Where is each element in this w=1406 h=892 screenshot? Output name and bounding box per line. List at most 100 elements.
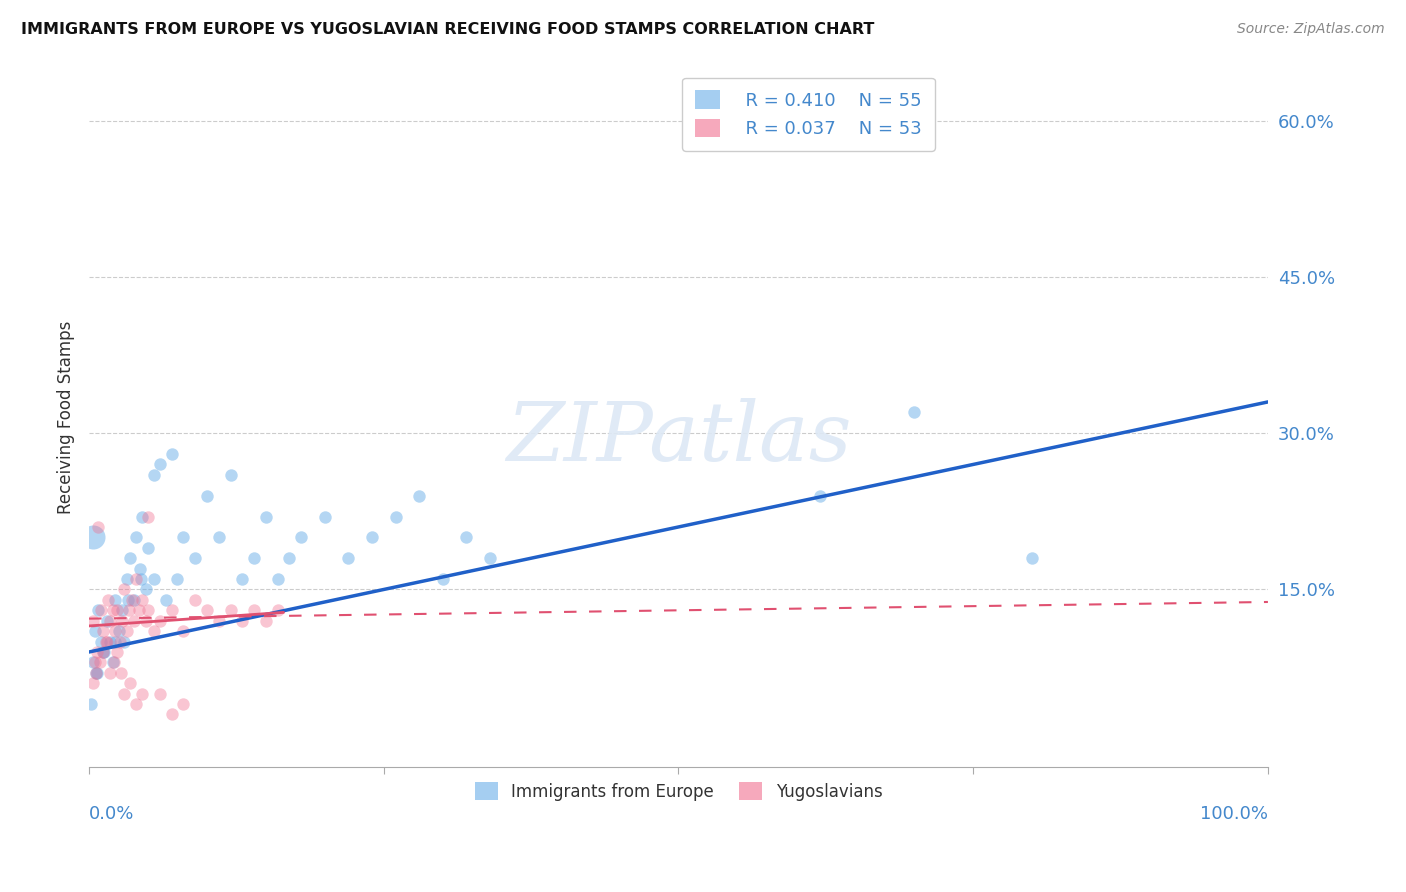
Point: [195, 603, 218, 617]
Point: [266, 572, 288, 586]
Point: [82, 676, 104, 690]
Point: [125, 530, 148, 544]
Point: [94, 634, 117, 648]
Point: [90, 603, 112, 617]
Point: [243, 551, 266, 566]
Point: [314, 509, 336, 524]
Point: [80, 697, 103, 711]
Point: [337, 551, 360, 566]
Point: [243, 603, 266, 617]
Point: [82, 656, 104, 670]
Point: [122, 614, 145, 628]
Point: [93, 645, 115, 659]
Point: [166, 572, 188, 586]
Point: [142, 572, 165, 586]
Point: [290, 530, 312, 544]
Text: 100.0%: 100.0%: [1199, 805, 1268, 823]
Point: [131, 509, 153, 524]
Point: [84, 665, 107, 680]
Point: [135, 614, 157, 628]
Point: [135, 582, 157, 597]
Point: [903, 405, 925, 419]
Point: [105, 603, 128, 617]
Point: [117, 593, 139, 607]
Point: [104, 624, 127, 639]
Point: [91, 645, 114, 659]
Point: [107, 624, 129, 639]
Point: [114, 582, 136, 597]
Point: [136, 541, 159, 555]
Point: [254, 614, 277, 628]
Point: [82, 614, 104, 628]
Point: [160, 603, 183, 617]
Y-axis label: Receiving Food Stamps: Receiving Food Stamps: [58, 321, 75, 515]
Point: [101, 656, 124, 670]
Point: [231, 614, 253, 628]
Point: [87, 603, 110, 617]
Point: [120, 551, 142, 566]
Point: [87, 520, 110, 534]
Point: [149, 458, 172, 472]
Point: [122, 593, 145, 607]
Point: [125, 697, 148, 711]
Point: [160, 707, 183, 722]
Point: [82, 530, 104, 544]
Point: [128, 603, 150, 617]
Point: [108, 634, 131, 648]
Point: [142, 624, 165, 639]
Point: [208, 614, 231, 628]
Point: [98, 614, 121, 628]
Point: [121, 593, 143, 607]
Point: [84, 665, 107, 680]
Point: [149, 687, 172, 701]
Point: [129, 572, 152, 586]
Text: ZIPatlas: ZIPatlas: [506, 399, 851, 478]
Point: [90, 634, 112, 648]
Legend: Immigrants from Europe, Yugoslavians: Immigrants from Europe, Yugoslavians: [464, 772, 893, 811]
Point: [456, 530, 478, 544]
Point: [128, 561, 150, 575]
Point: [184, 593, 207, 607]
Point: [120, 676, 142, 690]
Point: [111, 614, 134, 628]
Point: [86, 645, 108, 659]
Point: [155, 593, 177, 607]
Point: [98, 665, 121, 680]
Point: [114, 634, 136, 648]
Point: [172, 624, 194, 639]
Point: [91, 624, 114, 639]
Point: [105, 645, 128, 659]
Point: [254, 509, 277, 524]
Point: [408, 489, 430, 503]
Point: [97, 593, 120, 607]
Point: [115, 624, 138, 639]
Point: [131, 687, 153, 701]
Point: [111, 603, 134, 617]
Point: [84, 624, 107, 639]
Point: [432, 572, 454, 586]
Point: [104, 593, 127, 607]
Point: [84, 656, 107, 670]
Point: [219, 603, 242, 617]
Point: [89, 656, 111, 670]
Point: [278, 551, 301, 566]
Point: [118, 603, 141, 617]
Point: [136, 509, 159, 524]
Point: [231, 572, 253, 586]
Text: IMMIGRANTS FROM EUROPE VS YUGOSLAVIAN RECEIVING FOOD STAMPS CORRELATION CHART: IMMIGRANTS FROM EUROPE VS YUGOSLAVIAN RE…: [21, 22, 875, 37]
Point: [86, 665, 108, 680]
Point: [103, 656, 125, 670]
Point: [98, 634, 121, 648]
Point: [110, 665, 132, 680]
Point: [172, 697, 194, 711]
Point: [101, 603, 124, 617]
Point: [142, 467, 165, 482]
Point: [96, 634, 118, 648]
Point: [136, 603, 159, 617]
Point: [160, 447, 183, 461]
Point: [195, 489, 218, 503]
Point: [172, 530, 194, 544]
Point: [208, 530, 231, 544]
Point: [96, 614, 118, 628]
Point: [114, 687, 136, 701]
